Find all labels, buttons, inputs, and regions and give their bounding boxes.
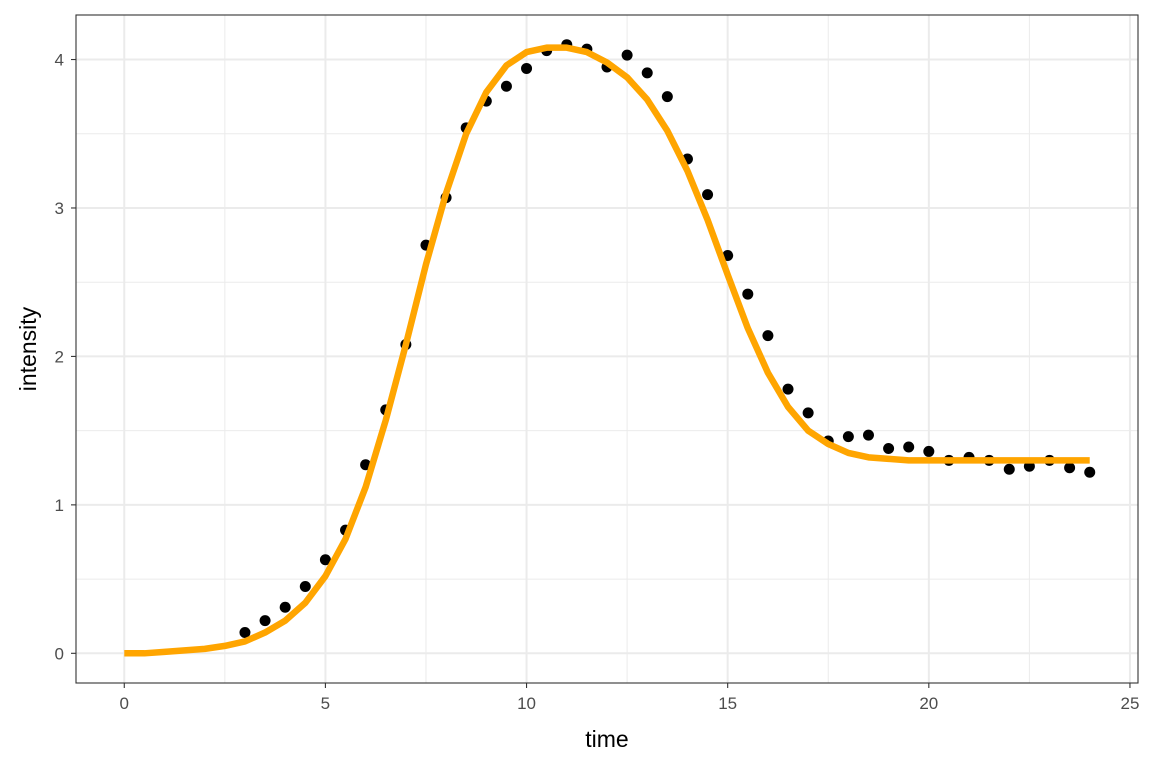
x-tick-label: 5 xyxy=(321,694,330,713)
y-tick-label: 4 xyxy=(55,51,64,70)
data-point xyxy=(782,383,794,395)
data-point xyxy=(923,445,935,457)
data-point xyxy=(742,288,754,300)
data-point xyxy=(661,91,673,103)
data-point xyxy=(279,601,291,613)
panel-border xyxy=(75,14,1139,684)
axes: 0 5 10 15 20 25 0 1 2 3 4 xyxy=(55,51,1140,713)
x-axis-title: time xyxy=(585,726,628,752)
data-point xyxy=(319,554,331,566)
data-point xyxy=(621,49,633,61)
data-point xyxy=(500,80,512,92)
data-point xyxy=(521,62,533,74)
data-point xyxy=(903,441,915,453)
y-tick-label: 2 xyxy=(55,347,64,366)
y-tick-label: 0 xyxy=(55,644,64,663)
data-point xyxy=(299,581,311,593)
y-axis-title: intensity xyxy=(15,306,41,391)
x-tick-label: 25 xyxy=(1120,694,1139,713)
data-point xyxy=(641,67,653,79)
data-point xyxy=(1064,462,1076,474)
y-tick-label: 3 xyxy=(55,199,64,218)
data-point xyxy=(259,615,271,627)
x-tick-label: 10 xyxy=(517,694,536,713)
x-tick-label: 0 xyxy=(120,694,129,713)
data-point xyxy=(862,429,874,441)
plot-area xyxy=(124,39,1096,657)
y-tick-label: 1 xyxy=(55,496,64,515)
data-point xyxy=(762,330,774,342)
data-point xyxy=(802,407,814,419)
data-point xyxy=(1084,466,1096,478)
data-point xyxy=(239,627,251,639)
data-point xyxy=(702,189,714,201)
data-point xyxy=(842,431,854,443)
data-point xyxy=(883,442,895,454)
x-tick-label: 20 xyxy=(919,694,938,713)
fit-line xyxy=(124,44,1090,657)
x-tick-label: 15 xyxy=(718,694,737,713)
data-point xyxy=(1003,463,1015,475)
